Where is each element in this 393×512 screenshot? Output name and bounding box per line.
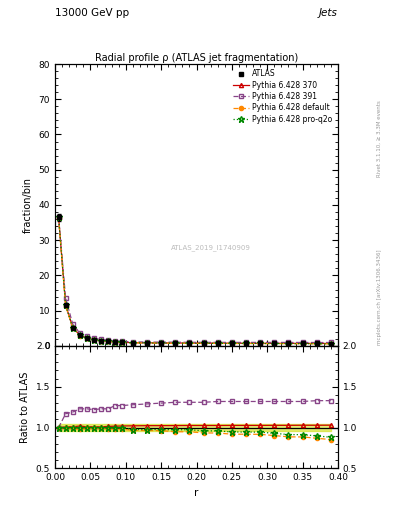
Title: Radial profile ρ (ATLAS jet fragmentation): Radial profile ρ (ATLAS jet fragmentatio… <box>95 53 298 63</box>
Y-axis label: Ratio to ATLAS: Ratio to ATLAS <box>20 372 30 443</box>
X-axis label: r: r <box>194 488 199 498</box>
Text: Rivet 3.1.10, ≥ 3.3M events: Rivet 3.1.10, ≥ 3.3M events <box>377 100 382 177</box>
Text: 13000 GeV pp: 13000 GeV pp <box>55 8 129 18</box>
Y-axis label: fraction/bin: fraction/bin <box>23 177 33 233</box>
Legend: ATLAS, Pythia 6.428 370, Pythia 6.428 391, Pythia 6.428 default, Pythia 6.428 pr: ATLAS, Pythia 6.428 370, Pythia 6.428 39… <box>231 68 334 125</box>
Text: mcplots.cern.ch [arXiv:1306.3436]: mcplots.cern.ch [arXiv:1306.3436] <box>377 249 382 345</box>
Text: Jets: Jets <box>319 8 338 18</box>
Text: ATLAS_2019_I1740909: ATLAS_2019_I1740909 <box>171 244 251 250</box>
